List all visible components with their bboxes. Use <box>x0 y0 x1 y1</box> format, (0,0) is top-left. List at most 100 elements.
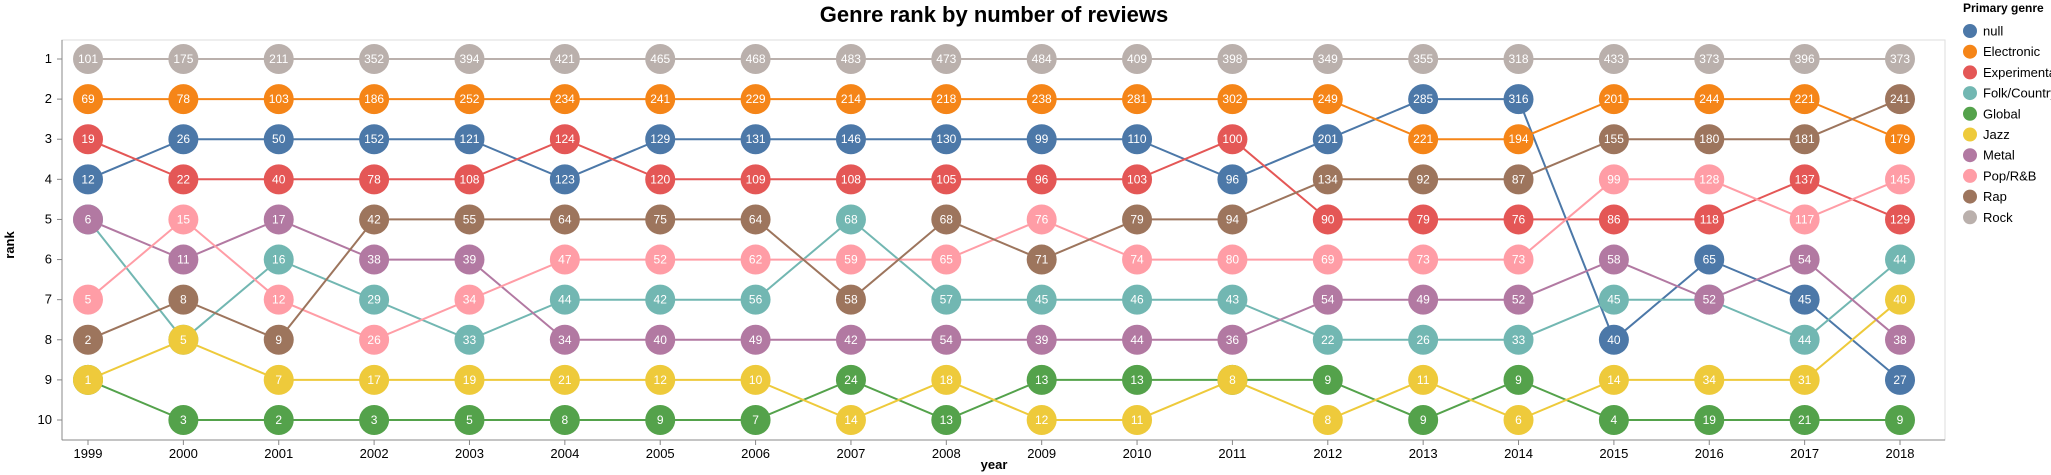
x-tick-label: 2003 <box>455 446 484 461</box>
point-null <box>1503 84 1534 115</box>
point-label-rock: 398 <box>1222 52 1242 66</box>
point-metal <box>263 204 294 235</box>
point-label-null: 130 <box>936 132 956 146</box>
point-jazz <box>263 364 294 395</box>
point-electronic <box>1598 84 1629 115</box>
point-label-electronic: 194 <box>1509 132 1529 146</box>
point-label-global: 9 <box>1897 413 1904 427</box>
point-null <box>1122 124 1153 155</box>
legend-swatch-metal <box>1963 148 1977 163</box>
point-label-null: 50 <box>272 132 286 146</box>
point-label-experimental: 96 <box>1035 172 1049 186</box>
point-jazz <box>1789 364 1820 395</box>
point-global <box>931 405 962 435</box>
point-label-metal: 17 <box>272 212 286 226</box>
point-pop-r-b <box>1026 204 1057 235</box>
y-axis-title: rank <box>2 231 17 259</box>
point-global <box>1408 405 1439 435</box>
point-pop-r-b <box>168 204 199 235</box>
x-axis-ticks: 1999 2000 2001 2002 2003 2004 2005 2006 2007 2008… <box>74 440 1915 461</box>
point-metal <box>1408 284 1439 315</box>
legend-swatch-rap <box>1963 189 1977 204</box>
legend-swatch-folk-country <box>1963 86 1977 101</box>
point-null <box>931 124 962 155</box>
point-pop-r-b <box>1694 164 1725 195</box>
point-label-experimental: 108 <box>841 172 861 186</box>
point-label-rock: 468 <box>746 52 766 66</box>
point-pop-r-b <box>359 324 390 355</box>
point-rap <box>645 204 676 235</box>
point-label-rock: 355 <box>1413 52 1433 66</box>
point-rap <box>263 324 294 355</box>
point-null <box>73 164 103 195</box>
point-pop-r-b <box>1217 244 1248 275</box>
point-metal <box>1598 244 1629 275</box>
point-label-rock: 433 <box>1604 52 1624 66</box>
x-tick-label: 2011 <box>1218 446 1246 461</box>
point-label-global: 13 <box>940 413 954 427</box>
legend-label-global: Global <box>1983 106 2021 121</box>
point-label-jazz: 19 <box>463 373 477 387</box>
point-label-folk-country: 33 <box>1512 333 1526 347</box>
point-label-null: 27 <box>1893 373 1907 387</box>
x-tick-label: 2006 <box>741 446 770 461</box>
point-label-rock: 352 <box>364 52 384 66</box>
point-experimental <box>1694 204 1725 235</box>
point-label-jazz: 7 <box>275 373 282 387</box>
point-null <box>1312 124 1343 155</box>
point-label-global: 19 <box>1703 413 1717 427</box>
legend-swatch-experimental <box>1963 65 1977 80</box>
point-global <box>1503 364 1534 395</box>
point-label-jazz: 8 <box>1324 413 1331 427</box>
point-label-pop-r-b: 99 <box>1607 172 1621 186</box>
point-pop-r-b <box>1408 244 1439 275</box>
point-electronic <box>740 84 771 115</box>
point-label-rock: 373 <box>1890 52 1910 66</box>
point-null <box>359 124 390 155</box>
point-label-rap: 241 <box>1890 92 1910 106</box>
point-global <box>1694 405 1725 435</box>
series-lines <box>87 58 1901 422</box>
point-rock <box>645 44 676 74</box>
point-label-null: 152 <box>364 132 384 146</box>
point-label-electronic: 238 <box>1032 92 1052 106</box>
point-folk-country <box>1217 284 1248 315</box>
point-label-null: 45 <box>1798 293 1812 307</box>
x-tick-label: 2018 <box>1886 446 1915 461</box>
point-metal <box>645 324 676 355</box>
point-electronic <box>1122 84 1153 115</box>
point-label-null: 131 <box>746 132 766 146</box>
point-folk-country <box>359 284 390 315</box>
point-label-experimental: 103 <box>1127 172 1147 186</box>
point-jazz <box>740 364 771 395</box>
point-rock <box>1217 44 1248 74</box>
point-rock <box>168 44 199 74</box>
point-null <box>1026 124 1057 155</box>
x-tick-label: 2005 <box>646 446 675 461</box>
x-tick-label: 2004 <box>550 446 579 461</box>
point-rap <box>454 204 485 235</box>
point-global <box>359 405 390 435</box>
point-label-null: 121 <box>459 132 479 146</box>
point-label-null: 26 <box>177 132 191 146</box>
point-label-jazz: 31 <box>1798 373 1812 387</box>
point-rap <box>1598 124 1629 155</box>
point-electronic <box>454 84 485 115</box>
point-pop-r-b <box>645 244 676 275</box>
legend-label-rock: Rock <box>1983 210 2013 225</box>
point-folk-country <box>549 284 580 315</box>
point-label-metal: 58 <box>1607 253 1621 267</box>
point-label-experimental: 22 <box>177 172 191 186</box>
point-label-rock: 484 <box>1032 52 1052 66</box>
point-label-null: 65 <box>1703 253 1717 267</box>
point-label-folk-country: 45 <box>1035 293 1049 307</box>
point-jazz <box>549 364 580 395</box>
point-label-rap: 79 <box>1130 212 1144 226</box>
point-label-null: 12 <box>81 172 95 186</box>
legend-label-experimental: Experimental <box>1983 65 2051 80</box>
point-label-jazz: 14 <box>844 413 858 427</box>
point-label-rock: 421 <box>555 52 575 66</box>
point-pop-r-b <box>740 244 771 275</box>
